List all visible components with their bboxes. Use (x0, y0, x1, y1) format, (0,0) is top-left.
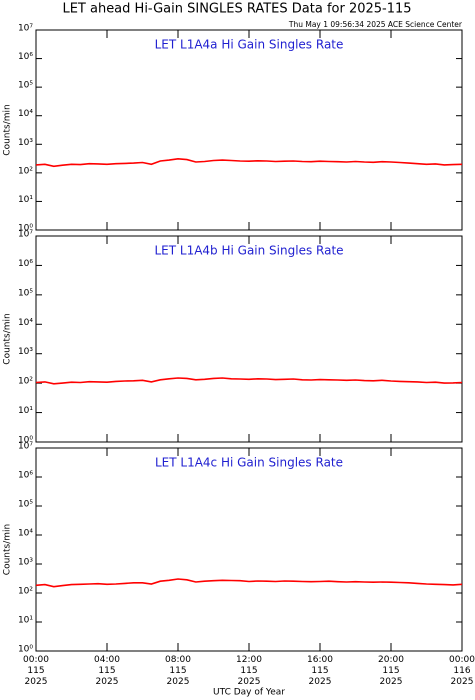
x-tick-label-line: 2025 (451, 677, 474, 687)
x-tick-label-line: 115 (169, 666, 186, 676)
x-tick-label-line: 115 (311, 666, 328, 676)
y-tick-label: 10¹ (18, 616, 33, 626)
x-tick-label-line: 115 (382, 666, 399, 676)
y-tick-label: 10⁵ (18, 81, 33, 91)
y-tick-label: 10⁷ (18, 24, 33, 34)
y-tick-label: 10⁴ (18, 109, 33, 119)
x-tick-label: 04:00 115 2025 (94, 655, 120, 687)
y-axis-label: Counts/min (3, 524, 13, 575)
plot-frame (35, 235, 463, 443)
x-tick-label: 12:00 115 2025 (236, 655, 262, 687)
y-axis-label: Counts/min (3, 104, 13, 155)
x-tick-label: 00:00 115 2025 (23, 655, 49, 687)
panel-title: LET L1A4b Hi Gain Singles Rate (154, 244, 343, 258)
y-tick-label: 10⁶ (18, 471, 33, 481)
data-line (35, 578, 463, 588)
x-tick-label-line: 20:00 (378, 655, 404, 665)
y-tick-label: 10² (18, 377, 33, 387)
x-tick-label: 08:00 115 2025 (165, 655, 191, 687)
x-tick-label: 00:00 116 2025 (449, 655, 475, 687)
x-tick-label-line: 16:00 (307, 655, 333, 665)
y-tick-label: 10² (18, 587, 33, 597)
y-tick-label: 10⁰ (18, 224, 33, 234)
x-tick-label-line: 04:00 (94, 655, 120, 665)
x-tick-label-line: 2025 (238, 677, 261, 687)
y-tick-label: 10⁵ (18, 500, 33, 510)
chart-title: LET ahead Hi-Gain SINGLES RATES Data for… (62, 2, 411, 17)
y-axis-label: Counts/min (3, 313, 13, 364)
y-tick-label: 10³ (18, 558, 33, 568)
y-tick-label: 10⁴ (18, 318, 33, 328)
y-tick-label: 10³ (18, 138, 33, 148)
y-tick-label: 10⁰ (18, 436, 33, 446)
plot-frame (35, 447, 463, 652)
y-tick-label: 10⁷ (18, 230, 33, 240)
y-tick-label: 10⁵ (18, 288, 33, 298)
y-tick-label: 10³ (18, 347, 33, 357)
x-tick-label-line: 00:00 (449, 655, 475, 665)
x-tick-label-line: 116 (453, 666, 470, 676)
y-tick-label: 10⁷ (18, 442, 33, 452)
data-line (35, 377, 463, 385)
y-tick-label: 10⁴ (18, 529, 33, 539)
x-tick-label-line: 2025 (309, 677, 332, 687)
x-tick-label-line: 2025 (167, 677, 190, 687)
x-tick-label-line: 08:00 (165, 655, 191, 665)
x-tick-label-line: 115 (27, 666, 44, 676)
x-tick-label-line: 115 (240, 666, 257, 676)
data-line (35, 157, 463, 168)
x-axis-label: UTC Day of Year (213, 688, 285, 698)
y-tick-label: 10² (18, 166, 33, 176)
y-tick-label: 10⁶ (18, 259, 33, 269)
panel-title: LET L1A4c Hi Gain Singles Rate (155, 456, 343, 470)
y-tick-label: 10⁶ (18, 52, 33, 62)
x-tick-label: 16:00 115 2025 (307, 655, 333, 687)
plot-frame (35, 29, 463, 231)
x-tick-label-line: 00:00 (23, 655, 49, 665)
x-tick-label-line: 12:00 (236, 655, 262, 665)
y-tick-label: 10¹ (18, 406, 33, 416)
chart-subtitle: Thu May 1 09:56:34 2025 ACE Science Cent… (288, 20, 463, 29)
x-tick-label-line: 2025 (25, 677, 48, 687)
x-tick-label-line: 115 (98, 666, 115, 676)
x-tick-label: 20:00 115 2025 (378, 655, 404, 687)
y-tick-label: 10⁰ (18, 645, 33, 655)
x-tick-label-line: 2025 (96, 677, 119, 687)
y-tick-label: 10¹ (18, 195, 33, 205)
x-tick-label-line: 2025 (380, 677, 403, 687)
panel-title: LET L1A4a Hi Gain Singles Rate (155, 38, 344, 52)
